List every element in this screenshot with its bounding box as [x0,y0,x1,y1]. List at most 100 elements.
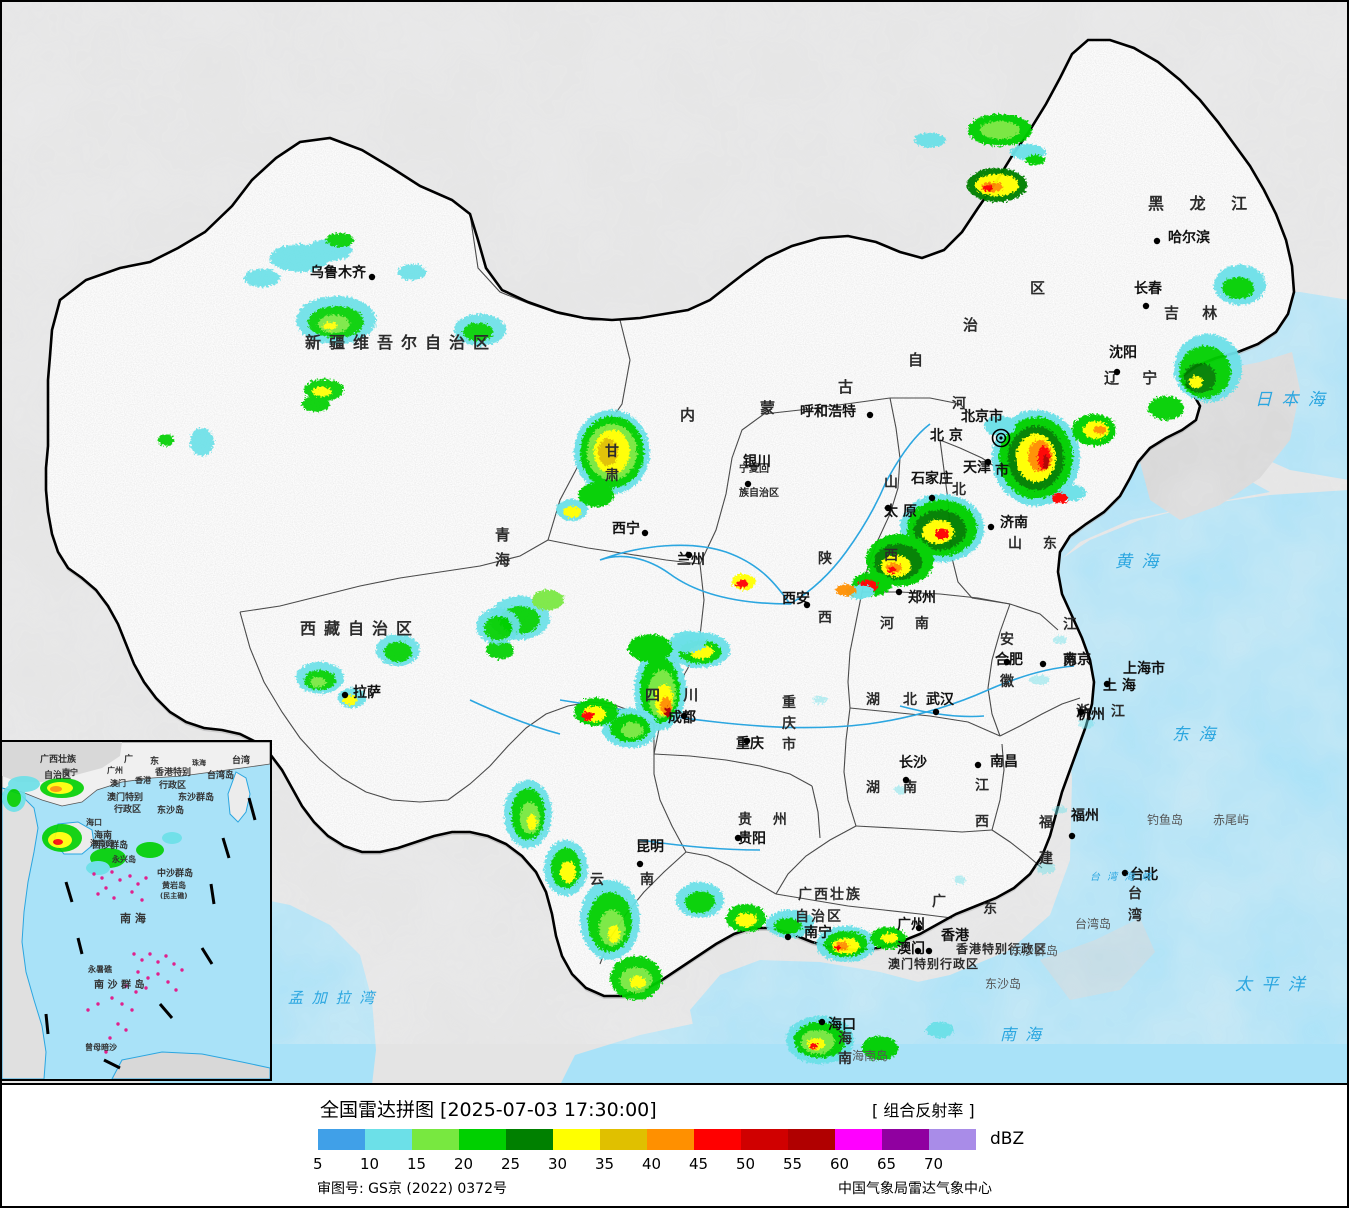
colorbar-swatch-35 [600,1129,647,1150]
province-label-13: 吉 林 [1164,304,1226,322]
province-label-46: 东 [983,900,997,917]
sea-label-2: 东 海 [1172,725,1218,745]
dbz-unit-label: dBZ [990,1129,1025,1149]
dbz-tick-10: 10 [360,1155,380,1173]
colorbar-swatch-40 [647,1129,694,1150]
inset-label-28: 曾母暗沙 [85,1042,117,1052]
sea-label-4: 南 海 [1000,1025,1043,1044]
city-label-3: 沈阳 [1109,344,1137,361]
south-china-sea-inset[interactable]: 广西壮族 自治区广东南宁 广州 澳门 香港 香港特别 行政区 澳门特别 行政区 珠海 台湾 台湾岛 东沙… [0,740,272,1081]
province-label-47: 海 [838,1030,852,1047]
city-label-1: 哈尔滨 [1168,229,1210,246]
inset-label-6: 澳门 [110,778,126,788]
province-label-50: 湾 [1128,907,1142,924]
city-label-14: 兰州 [677,551,705,568]
inset-label-27: 南 沙 群 岛 [94,978,144,991]
inset-label-1: 自治区 [44,769,71,781]
city-dot-10 [884,504,892,512]
province-label-12: 黑 龙 江 [1148,194,1257,213]
colorbar-swatch-30 [553,1129,600,1150]
city-dot-35 [818,1018,826,1026]
inset-label-24: (民主礁) [160,891,187,900]
province-label-1: 西藏自治区 [300,619,420,638]
inset-label-9: 行政区 [158,779,186,791]
city-label-13: 西宁 [612,520,640,537]
dbz-tick-60: 60 [830,1155,850,1173]
inset-label-23: 黄岩岛 [162,880,186,890]
city-label-5: 北 京 [930,427,963,444]
colorbar-swatch-5 [318,1129,365,1150]
province-label-20: 陕 [818,550,832,567]
colorbar-swatch-45 [694,1129,741,1150]
city-dot-31 [784,933,792,941]
city-label-30: 拉萨 [353,684,381,701]
sea-label-1: 黄 海 [1115,552,1161,572]
province-label-37: 重 [782,694,796,711]
colorbar-swatch-50 [741,1129,788,1150]
province-label-51: 宁夏回 [739,462,769,475]
province-label-53: 香港特别行政区 [955,941,1047,956]
province-label-26: 苏 [1063,652,1077,669]
colorbar-swatch-15 [412,1129,459,1150]
province-label-21: 西 [818,610,832,626]
city-label-29: 昆明 [636,839,664,855]
city-dot-13 [641,529,649,537]
radar-map-area[interactable]: 新疆维吾尔自治区 西藏自治区青海甘肃内蒙古自治区黑 龙 江吉 林辽 宁河北山西山 … [0,0,1349,1085]
city-label-33: 香港 [940,927,970,944]
province-label-48: 南 [838,1050,852,1067]
city-dot-27 [743,737,751,745]
province-label-11: 区 [1030,279,1045,297]
inset-label-7: 香港 [134,775,152,785]
province-label-24: 徽 [999,673,1015,690]
colorbar-swatch-20 [459,1129,506,1150]
dbz-tick-5: 5 [313,1155,323,1173]
province-label-32: 西 [975,814,989,830]
inset-label-10: 澳门特别 [107,791,143,803]
province-label-23: 安 [1000,631,1014,648]
city-label-10: 太 原 [884,503,917,520]
province-label-15: 河 [952,395,966,412]
inset-label-14: 台湾岛 [207,769,234,781]
inset-label-8: 香港特别 [154,766,191,778]
radar-echo-layer [158,114,1266,1064]
province-label-25: 江 [1063,616,1077,633]
city-dot-23 [902,776,910,784]
sea-label-6: 台 湾 海 峡 [1090,871,1154,883]
inset-label-15: 东沙群岛 [178,791,214,803]
city-label-6: 北京市 [961,408,1003,425]
city-dot-29 [636,860,644,868]
dbz-tick-70: 70 [924,1155,944,1173]
city-label-8: 市 [995,462,1009,479]
city-dot-14 [685,551,693,559]
province-label-41: 云 [590,872,604,888]
inset-label-16: 东沙岛 [157,804,184,816]
inset-label-2: 广 [124,753,133,765]
province-label-17: 山 [884,475,898,491]
inset-label-12: 珠海 [192,758,206,767]
city-dot-1 [1153,237,1161,245]
city-label-27: 重庆 [736,735,764,752]
province-label-3: 海 [495,551,510,569]
colorbar-swatch-70 [929,1129,976,1150]
city-dot-33 [925,947,933,955]
dbz-tick-25: 25 [501,1155,521,1173]
city-dot-9 [928,494,936,502]
island-label-4: 东沙岛 [985,976,1021,991]
dbz-tick-20: 20 [454,1155,474,1173]
province-label-8: 古 [838,378,853,396]
province-label-36: 四 川 [645,686,707,704]
city-dot-0 [368,273,376,281]
city-label-23: 长沙 [899,754,927,771]
city-label-4: 呼和浩特 [800,403,856,420]
city-dot-30 [341,691,349,699]
sea-label-3: 太 平 洋 [1235,975,1307,995]
inset-label-20: 西沙群岛 [92,839,128,851]
inset-label-22: 中沙群岛 [157,867,193,879]
sea-label-5: 孟 加 拉 湾 [288,989,377,1007]
dbz-tick-labels: 5 10 15 20 25 30 35 40 45 50 55 60 65 70 [307,1155,1007,1175]
city-dot-3 [1113,368,1121,376]
province-label-2: 青 [495,526,510,544]
dbz-colorbar[interactable] [318,1129,976,1150]
